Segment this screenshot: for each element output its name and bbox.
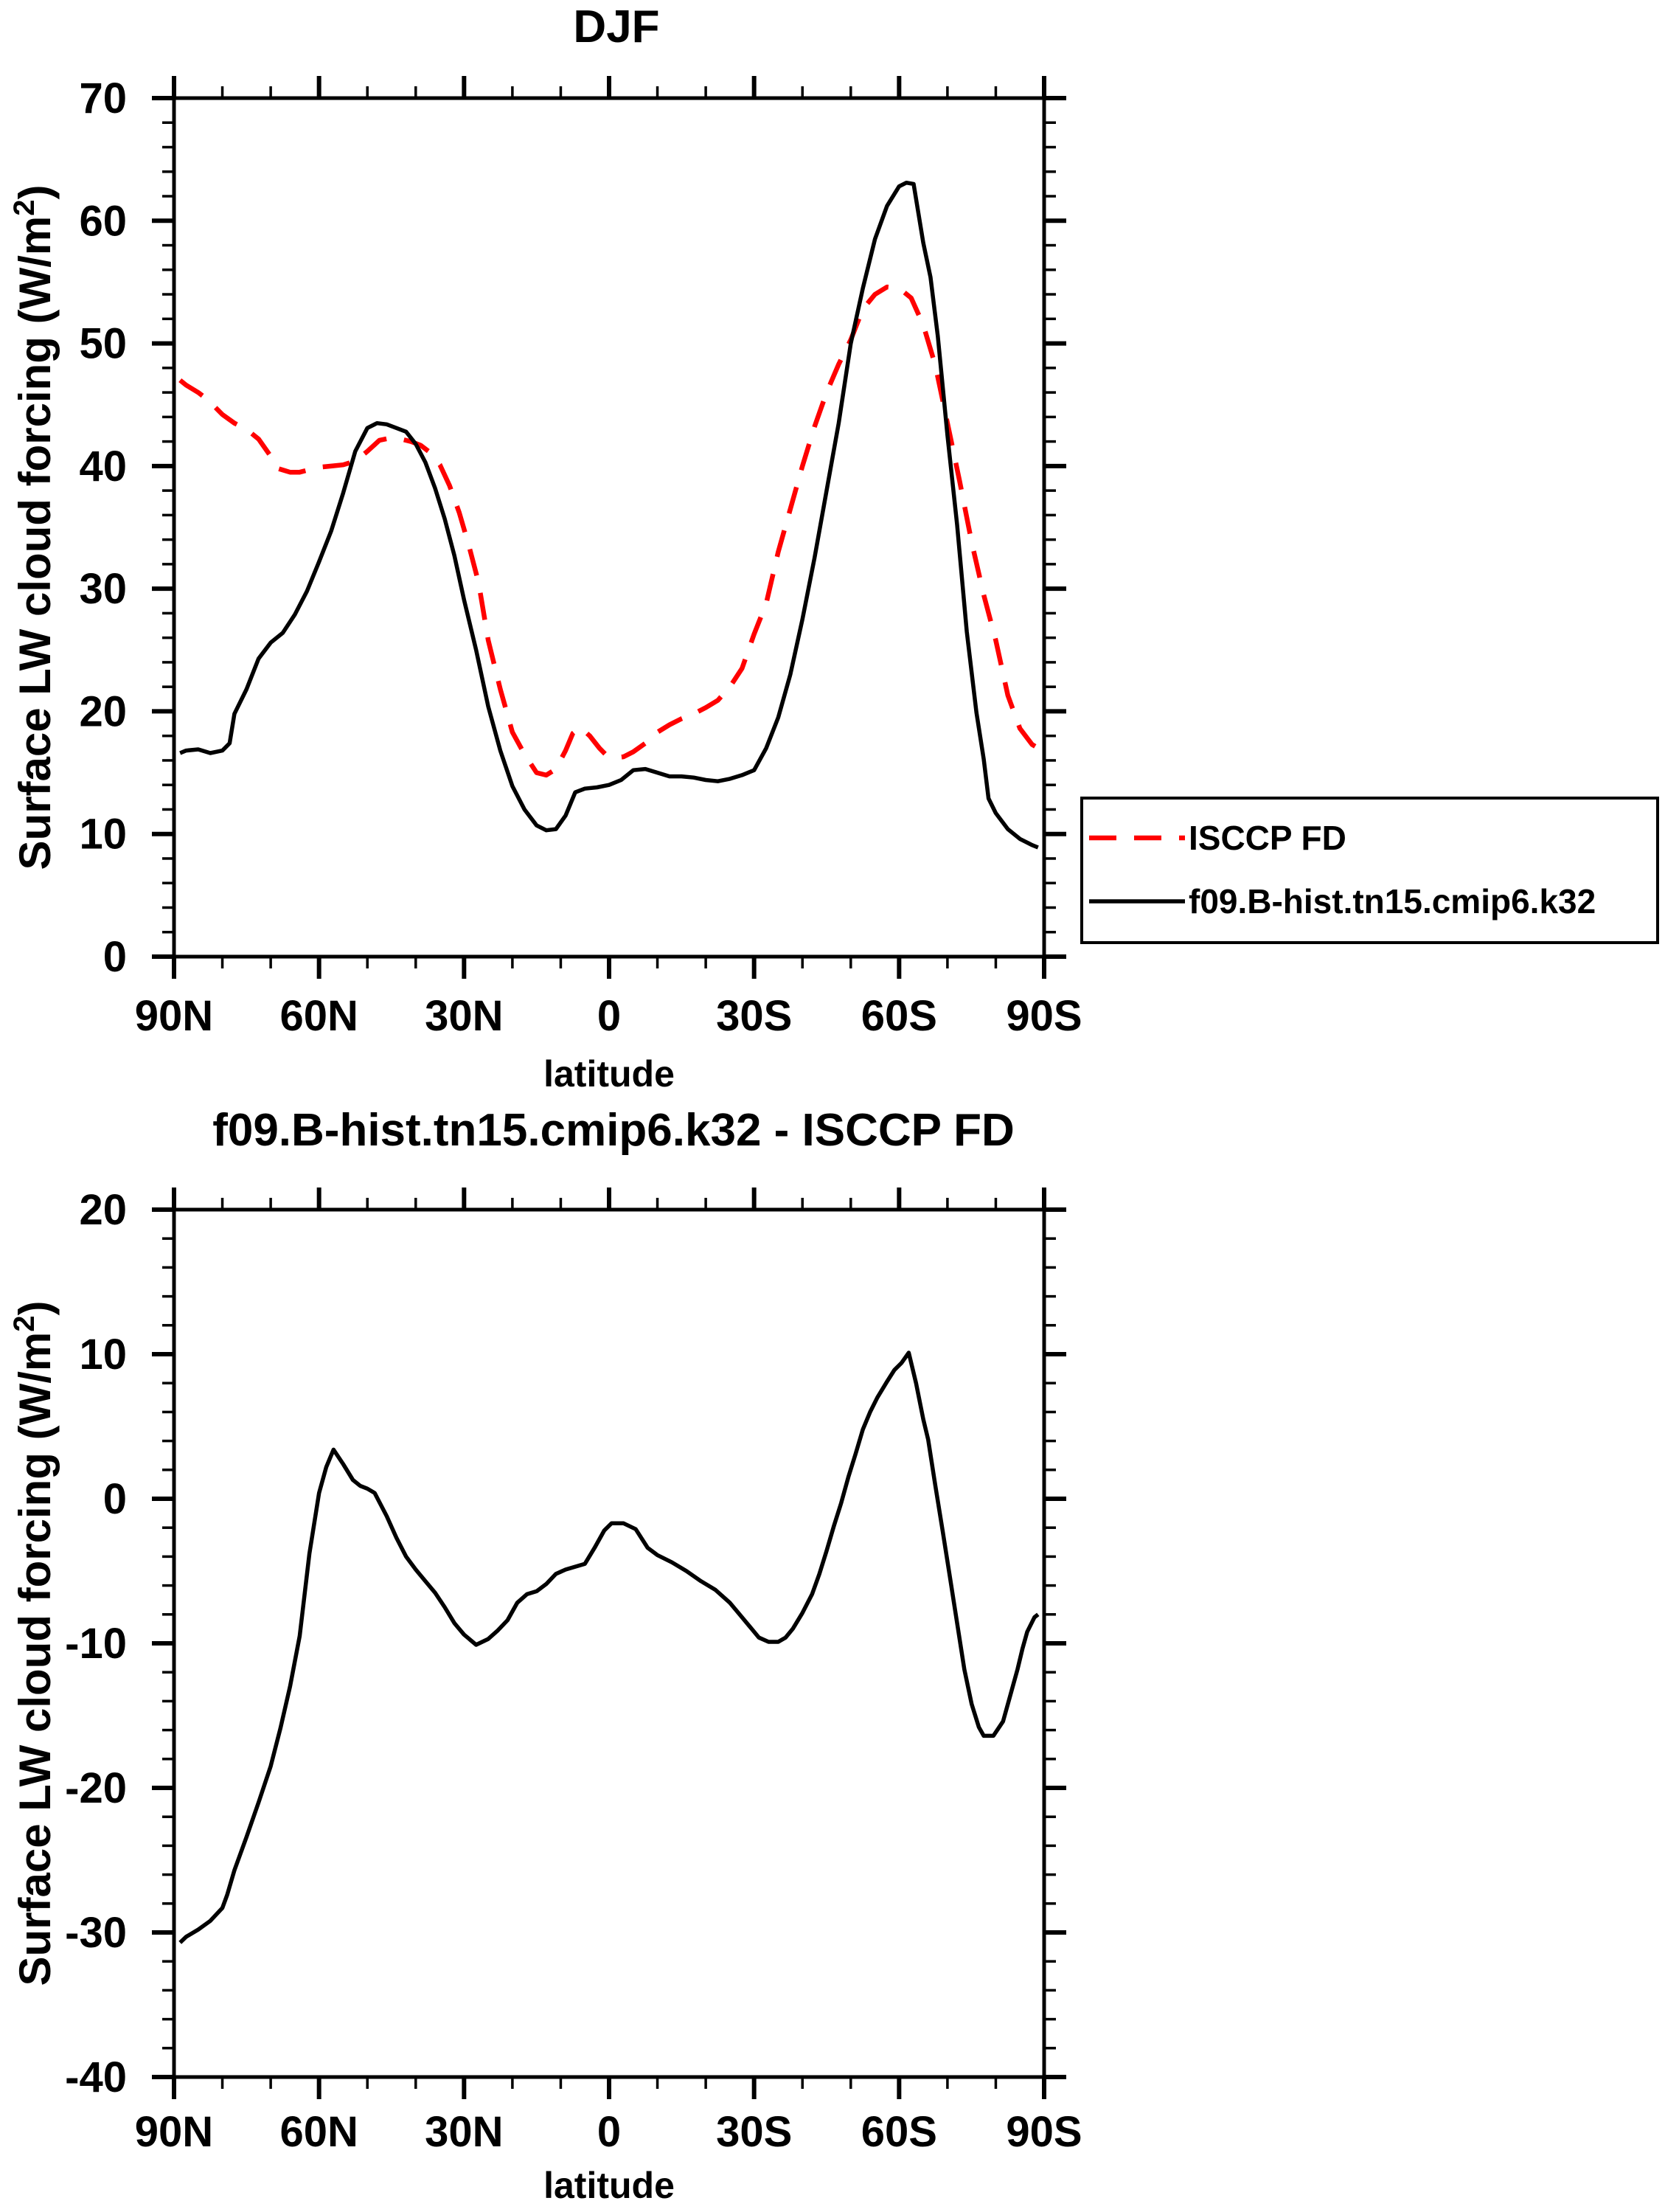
bottom-x-tick-label: 30S [716,2108,792,2156]
bottom-y-axis-label-text: Surface LW cloud forcing (W/m [10,1332,60,1986]
top-x-tick-label: 0 [597,992,621,1040]
top-series-line-model [179,180,1039,850]
top-series-line-isccp [178,284,1040,778]
bottom-x-tick-label: 60N [279,2108,358,2156]
top-y-tick-label: 70 [79,74,127,122]
bottom-x-tick-label: 30N [425,2108,503,2156]
bottom-chart-title: f09.B-hist.tn15.cmip6.k32 - ISCCP FD [212,1105,1015,1156]
bottom-y-axis-label-superscript: 2 [8,1316,41,1332]
bottom-plot-frame [172,1207,1046,2079]
top-y-tick-label: 50 [79,320,127,368]
top-y-tick-label: 60 [79,197,127,245]
top-y-axis-label-text: Surface LW cloud forcing (W/m [10,216,60,870]
top-y-axis-label: Surface LW cloud forcing (W/m2) [8,185,60,870]
top-y-tick-label: 0 [103,933,127,981]
legend-label-isccp: ISCCP FD [1189,819,1346,857]
bottom-y-tick-label: -20 [65,1764,127,1812]
bottom-x-tick-label: 60S [861,2108,937,2156]
bottom-y-tick-label: -10 [65,1620,127,1668]
bottom-x-axis-label: latitude [543,2165,675,2206]
top-y-tick-label: 10 [79,811,127,859]
bottom-y-axis-label: Surface LW cloud forcing (W/m2) [8,1301,60,1986]
bottom-y-axis-label-text: ) [10,1301,60,1316]
top-x-axis-label: latitude [543,1053,675,1095]
top-x-tick-label: 30N [425,992,503,1040]
legend-box [1080,797,1659,944]
bottom-y-tick-label: 0 [103,1475,127,1523]
top-x-tick-label: 90N [135,992,213,1040]
top-x-tick-label: 60N [279,992,358,1040]
top-y-axis-label-superscript: 2 [8,200,41,216]
bottom-x-tick-label: 90N [135,2108,213,2156]
top-y-axis-label-text: ) [10,185,60,200]
bottom-y-tick-label: -30 [65,1909,127,1957]
top-chart-title: DJF [573,1,659,52]
top-plot-frame [172,96,1046,959]
bottom-y-tick-label: 10 [79,1331,127,1379]
top-y-tick-label: 40 [79,443,127,490]
legend-label-model: f09.B-hist.tn15.cmip6.k32 [1189,882,1596,920]
top-x-tick-label: 30S [716,992,792,1040]
bottom-y-tick-label: -40 [65,2053,127,2101]
top-y-tick-label: 30 [79,565,127,613]
bottom-x-tick-label: 0 [597,2108,621,2156]
bottom-series-line-difference [178,1351,1040,1944]
top-x-tick-label: 60S [861,992,937,1040]
top-y-tick-label: 20 [79,687,127,735]
top-x-tick-label: 90S [1006,992,1082,1040]
bottom-x-tick-label: 90S [1006,2108,1082,2156]
bottom-y-tick-label: 20 [79,1186,127,1234]
